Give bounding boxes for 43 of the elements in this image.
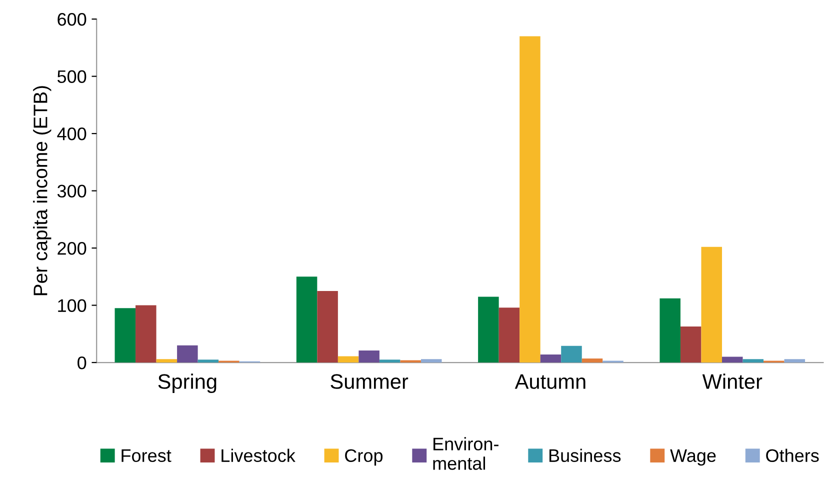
bar (198, 360, 219, 363)
x-tick-label: Winter (702, 374, 762, 389)
bar (478, 296, 499, 363)
bar (296, 276, 318, 363)
legend-label: Business (549, 448, 621, 462)
bar (420, 359, 442, 363)
x-tick-label: Spring (158, 374, 216, 394)
bar (400, 360, 421, 363)
bar (701, 246, 722, 363)
bar (338, 356, 359, 363)
legend-label: Wage (670, 449, 716, 466)
bar (358, 350, 380, 363)
x-tick-label: Autumn (514, 374, 586, 389)
bar (680, 326, 702, 363)
legend-label: Forest (122, 449, 172, 462)
y-tick-label: 200 (58, 242, 86, 255)
bar (317, 290, 338, 363)
bar (582, 358, 603, 363)
bar (540, 354, 562, 363)
y-tick-label: 100 (58, 299, 86, 312)
bar (520, 36, 540, 363)
y-tick-label: 500 (57, 70, 86, 84)
bar (114, 308, 136, 363)
bar (498, 308, 520, 363)
legend-label: Others (766, 448, 819, 462)
y-axis-title: Per capita income (ETB) (33, 86, 52, 296)
bar (660, 298, 680, 363)
legend-label: Livestock (222, 448, 296, 462)
bar (136, 305, 156, 363)
bar (722, 356, 743, 363)
bar (784, 359, 806, 363)
y-tick-label: 400 (57, 127, 86, 140)
bar (379, 360, 400, 363)
legend-label: Crop (345, 449, 383, 466)
bar (561, 346, 582, 363)
bar (156, 359, 178, 363)
bar (177, 345, 198, 363)
bar (742, 359, 764, 363)
legend-label: Environ- mental (433, 437, 498, 470)
y-tick-label: 0 (78, 356, 86, 370)
x-tick-label: Summer (330, 374, 408, 389)
y-tick-label: 300 (57, 184, 86, 198)
y-tick-label: 600 (58, 13, 86, 26)
